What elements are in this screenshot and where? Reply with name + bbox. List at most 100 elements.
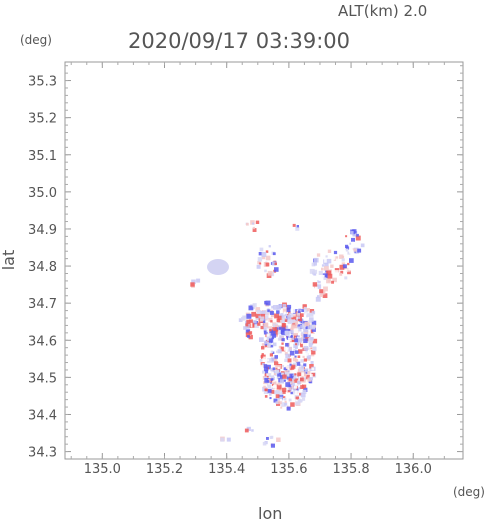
echo-cell — [319, 289, 324, 294]
echo-cell — [293, 330, 298, 336]
echo-cell — [293, 385, 297, 389]
echo-cell — [286, 307, 291, 313]
echo-cell — [265, 370, 269, 374]
echo-cell — [290, 309, 294, 313]
echo-cell — [299, 366, 304, 372]
echo-cell — [276, 318, 281, 323]
x-tick-label: 135.0 — [84, 462, 121, 477]
echo-cell — [272, 384, 277, 389]
echo-cell — [281, 329, 286, 335]
echo-cell — [277, 349, 282, 354]
echo-cell — [286, 387, 289, 390]
echo-cell — [273, 329, 279, 335]
echo-cell — [300, 342, 305, 348]
echo-cell — [306, 355, 311, 360]
echo-cell — [274, 361, 278, 366]
y-tick-label: 35.1 — [28, 149, 57, 164]
echo-cell — [298, 346, 301, 349]
echo-cell — [278, 391, 283, 396]
x-tick-label: 136.0 — [395, 462, 432, 477]
echo-cell — [352, 229, 357, 234]
echo-cell — [276, 384, 282, 390]
echo-cell — [301, 365, 305, 369]
echo-cell — [288, 384, 292, 388]
echo-cell — [304, 360, 310, 365]
echo-cell — [267, 378, 271, 382]
echo-cell — [309, 317, 314, 322]
echo-cell — [316, 253, 321, 257]
echo-cell — [245, 323, 249, 327]
echo-cell — [315, 296, 321, 302]
echo-cell — [271, 305, 274, 309]
echo-cell — [302, 380, 307, 385]
echo-cell — [262, 441, 267, 446]
echo-cell — [324, 272, 327, 275]
echo-cell — [275, 365, 279, 369]
echo-cell — [284, 352, 288, 356]
echo-cell — [313, 262, 317, 266]
echo-cell — [288, 399, 293, 404]
echo-cell — [265, 349, 270, 354]
echo-cell — [285, 353, 290, 359]
echo-cell — [295, 226, 300, 231]
echo-cell — [281, 402, 286, 407]
echo-cell — [349, 249, 354, 254]
echo-cell — [259, 262, 262, 265]
echo-cell — [284, 400, 287, 403]
echo-cell — [284, 372, 290, 377]
echo-cell — [316, 284, 322, 289]
echo-cell — [306, 313, 311, 317]
echo-cell — [331, 272, 336, 277]
echo-cell — [300, 392, 306, 398]
echo-cell — [272, 367, 276, 371]
timestamp: 2020/09/17 03:39:00 — [128, 29, 350, 53]
echo-cell — [288, 328, 291, 331]
echo-cell — [265, 255, 271, 261]
echo-cell — [305, 329, 309, 333]
echo-cell — [303, 338, 308, 343]
echo-cell — [280, 375, 283, 379]
echo-cell — [297, 372, 302, 377]
echo-cell — [276, 381, 279, 384]
echo-cell — [289, 347, 292, 350]
echo-cell — [293, 375, 296, 379]
echo-cell — [255, 307, 261, 312]
echo-cell — [355, 235, 361, 241]
echo-cell — [281, 385, 285, 388]
echo-cell — [293, 343, 298, 349]
y-tick-label: 35.2 — [28, 112, 57, 127]
x-tick-label: 135.8 — [332, 462, 369, 477]
echo-cell — [269, 397, 272, 400]
echo-cell — [309, 380, 313, 384]
echo-cell — [274, 371, 279, 376]
echo-cell — [304, 368, 309, 373]
echo-cell — [298, 322, 303, 326]
echo-cell — [273, 373, 276, 375]
echo-cell — [280, 361, 284, 365]
echo-cell — [277, 372, 282, 377]
echo-cell — [311, 310, 316, 315]
echo-cell — [245, 329, 251, 334]
echo-cell — [283, 396, 286, 399]
y-tick-label: 34.8 — [28, 260, 57, 275]
echo-cell — [324, 265, 329, 271]
echo-cell — [341, 262, 346, 266]
echo-cell — [270, 344, 274, 348]
echo-cell — [301, 309, 305, 312]
echo-cell — [324, 262, 329, 267]
echo-cell — [286, 375, 292, 380]
echo-cell — [297, 310, 301, 313]
echo-cell — [293, 309, 298, 314]
echo-cell — [288, 398, 292, 402]
echo-cell — [323, 286, 328, 292]
echo-cell — [255, 220, 260, 224]
echo-cell — [248, 331, 253, 335]
echo-cell — [290, 391, 293, 395]
echo-cell — [302, 343, 308, 348]
echo-cell — [312, 314, 316, 318]
echo-cell — [291, 324, 295, 329]
echo-cell — [264, 315, 269, 320]
echo-cell — [344, 276, 348, 280]
echo-cell — [273, 398, 278, 403]
echo-cell — [360, 243, 365, 248]
